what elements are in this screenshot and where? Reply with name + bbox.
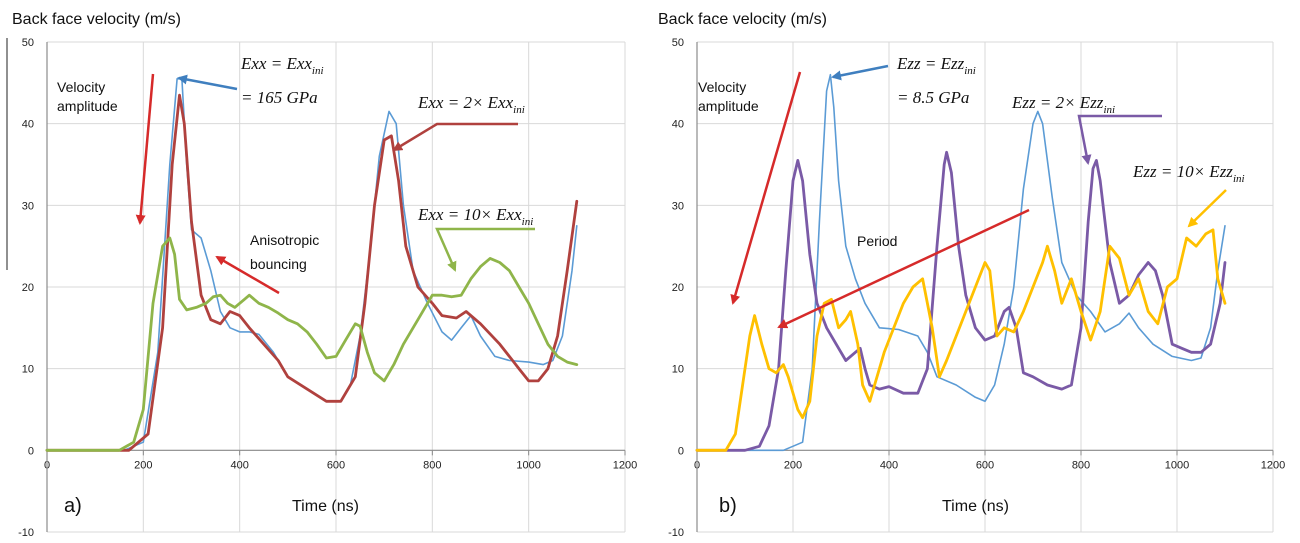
panel-b-y-tick-label: 0 <box>678 445 684 457</box>
panel-b-series-line-2 <box>695 150 1227 452</box>
panel-a-annotation-bouncing: Anisotropic bouncing <box>250 232 323 272</box>
panel-a-y-tick-label: 50 <box>22 37 34 49</box>
panel-a-y-tick-label: -10 <box>18 527 34 539</box>
panel-a-series-line-1 <box>46 78 578 452</box>
panel-a-x-tick-label: 200 <box>134 459 152 471</box>
panel-a-eq-10x: Exx = 10× Exxini <box>417 205 533 228</box>
panel-b-x-tick-label: 600 <box>976 459 994 471</box>
panel-a-y-tick-label: 0 <box>28 445 34 457</box>
panel-a-eq-2x: Exx = 2× Exxini <box>417 93 525 116</box>
panel-a-y-tick-label: 10 <box>22 364 34 376</box>
panel-a-ticks: -1001020304050020040060080010001200 <box>18 37 637 539</box>
panel-a-y-tick-label: 30 <box>22 200 34 212</box>
panel-a-x-tick-label: 800 <box>423 459 441 471</box>
panel-b-x-tick-label: 800 <box>1072 459 1090 471</box>
panel-b-blue-arrow <box>831 64 889 81</box>
panel-a-x-tick-label: 600 <box>327 459 345 471</box>
panel-a-label: a) <box>64 495 82 517</box>
panel-b-eq-base: Ezz = Ezzini <box>896 54 976 77</box>
panel-b-x-tick-label: 1000 <box>1165 459 1189 471</box>
panel-b-velocity-arrow <box>730 71 802 305</box>
panel-b-eq-10x: Ezz = 10× Ezzini <box>1132 162 1245 185</box>
panel-b-ticks: -1001020304050020040060080010001200 <box>668 37 1285 539</box>
panel-b-label: b) <box>719 495 737 517</box>
panel-b-y-tick-label: 20 <box>672 282 684 294</box>
panel-a: Back face velocity (m/s) -10010203040500… <box>6 11 637 539</box>
panel-b-period-arrow <box>777 208 1030 329</box>
panel-b-title: Back face velocity (m/s) <box>658 11 827 28</box>
panel-b-annotation-velocity-amplitude: Velocity amplitude <box>698 79 759 114</box>
panel-b-eq-base-value: = 8.5 GPa <box>897 88 969 107</box>
panel-a-y-tick-label: 40 <box>22 119 34 131</box>
panel-a-series-line-3 <box>45 236 579 452</box>
panel-b-series <box>695 73 1227 452</box>
panel-a-annotation-velocity-amplitude: Velocity amplitude <box>57 79 118 114</box>
panel-a-brown-arrow <box>392 122 518 152</box>
panel-b-series-line-1 <box>696 73 1226 452</box>
panel-a-y-tick-label: 20 <box>22 282 34 294</box>
panel-b-purple-arrow <box>1077 114 1162 165</box>
panel-b: Back face velocity (m/s) -10010203040500… <box>658 11 1285 539</box>
panel-a-x-tick-label: 1200 <box>613 459 637 471</box>
panel-a-bouncing-arrow <box>215 255 280 295</box>
panel-b-y-tick-label: 40 <box>672 119 684 131</box>
panel-b-eq-2x: Ezz = 2× Ezzini <box>1011 93 1115 116</box>
panel-b-annotation-period: Period <box>857 233 897 249</box>
panel-a-eq-base: Exx = Exxini <box>240 54 324 77</box>
panel-a-eq-base-value: = 165 GPa <box>241 88 318 107</box>
panel-a-x-tick-label: 400 <box>230 459 248 471</box>
panel-a-velocity-arrow <box>135 73 155 225</box>
panel-b-y-tick-label: 10 <box>672 364 684 376</box>
panel-a-x-tick-label: 1000 <box>516 459 540 471</box>
panel-a-title: Back face velocity (m/s) <box>12 11 181 28</box>
panel-b-x-tick-label: 200 <box>784 459 802 471</box>
panel-b-x-tick-label: 400 <box>880 459 898 471</box>
panel-b-yellow-arrow <box>1187 189 1227 228</box>
panel-a-series <box>45 78 579 452</box>
panel-b-y-tick-label: 50 <box>672 37 684 49</box>
panel-a-x-axis-label: Time (ns) <box>292 498 359 515</box>
panel-a-green-arrow <box>435 227 535 272</box>
panel-b-series-line-3 <box>695 228 1227 452</box>
panel-b-x-tick-label: 1200 <box>1261 459 1285 471</box>
panel-b-x-axis-label: Time (ns) <box>942 498 1009 515</box>
panel-a-blue-arrow <box>177 74 238 91</box>
panel-b-y-tick-label: 30 <box>672 200 684 212</box>
panel-b-y-tick-label: -10 <box>668 527 684 539</box>
panel-a-series-line-2 <box>45 93 579 452</box>
